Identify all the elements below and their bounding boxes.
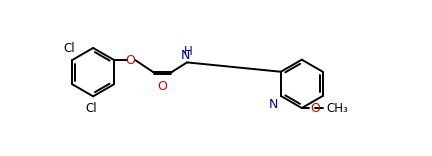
- Text: CH₃: CH₃: [326, 102, 348, 115]
- Text: N: N: [268, 98, 278, 111]
- Text: N: N: [181, 49, 190, 62]
- Text: Cl: Cl: [63, 42, 75, 55]
- Text: O: O: [126, 54, 135, 67]
- Text: Cl: Cl: [86, 102, 97, 115]
- Text: O: O: [310, 102, 320, 115]
- Text: O: O: [158, 80, 167, 93]
- Text: H: H: [184, 46, 192, 58]
